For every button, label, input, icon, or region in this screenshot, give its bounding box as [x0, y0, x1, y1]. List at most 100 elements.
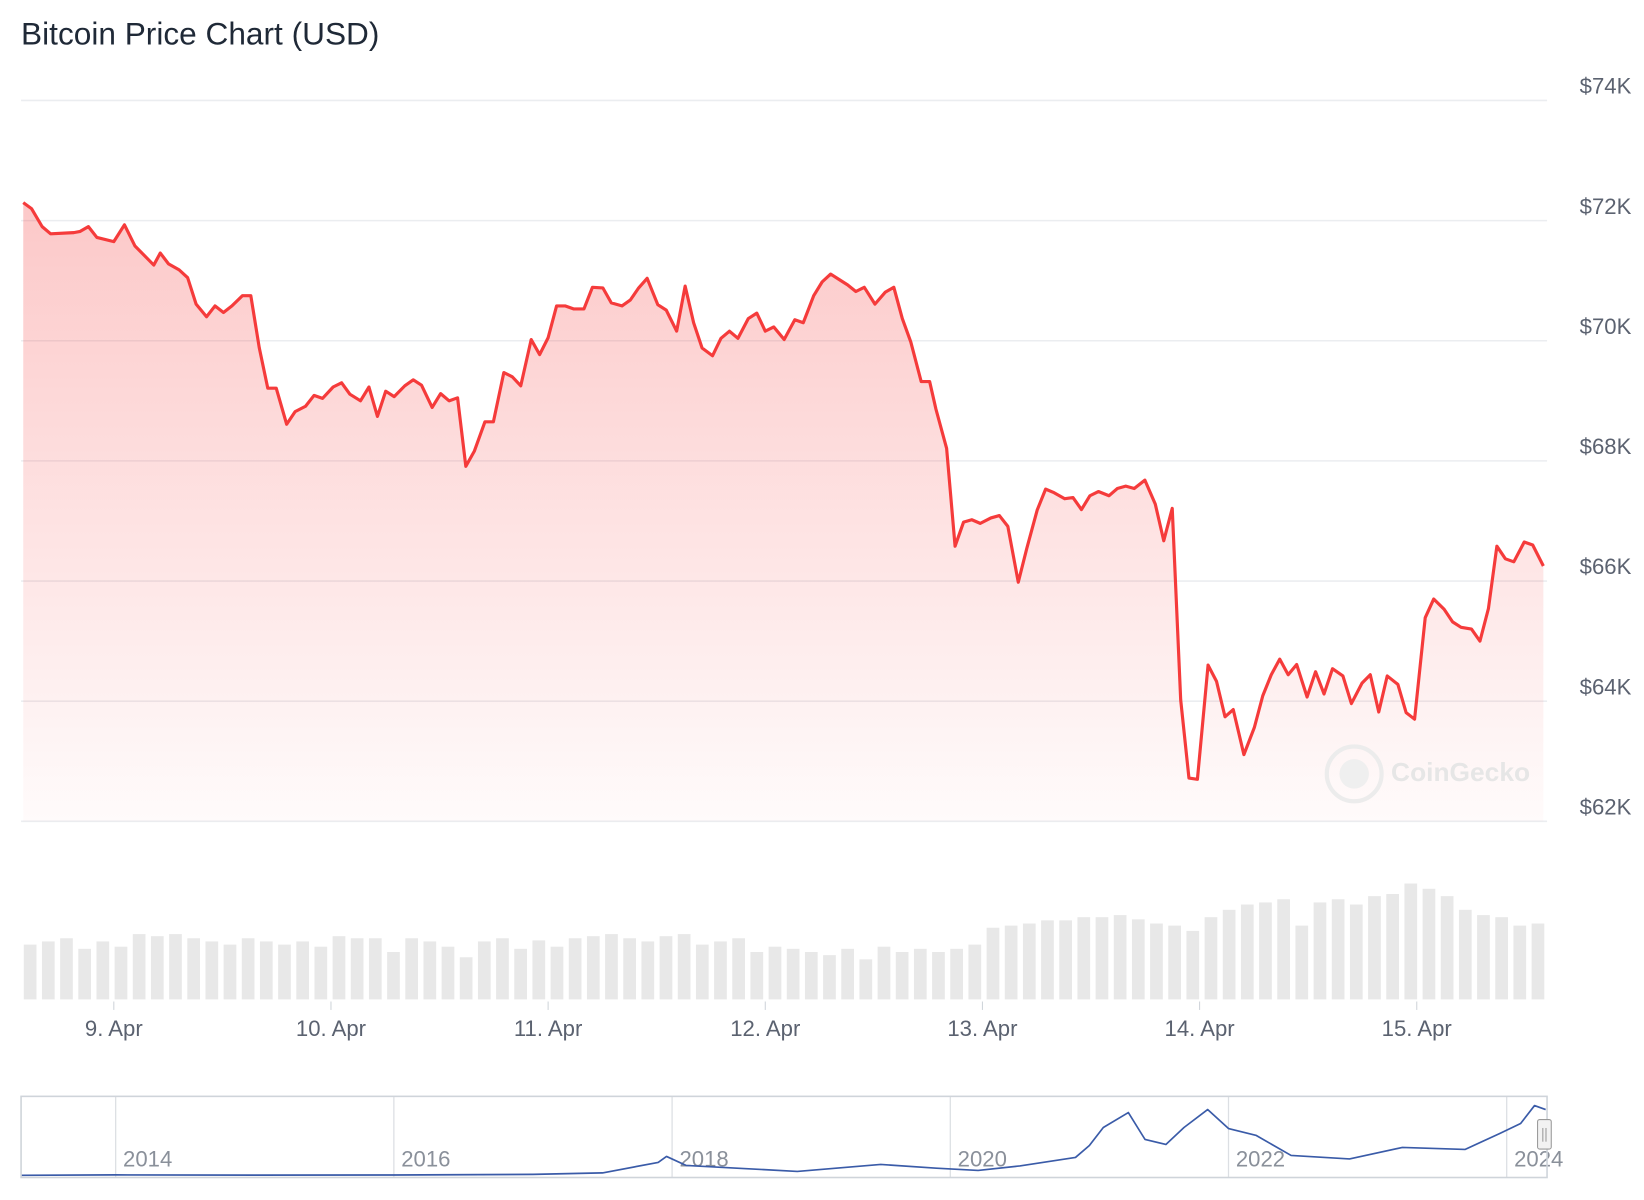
- volume-bar: [459, 957, 473, 1000]
- navigator-tick-label: 2024: [1514, 1146, 1563, 1171]
- volume-bar: [514, 948, 528, 1000]
- volume-bar: [350, 938, 364, 1000]
- y-tick-label: $72K: [1580, 194, 1632, 219]
- volume-bar: [241, 938, 255, 1000]
- volume-bar: [259, 941, 273, 1000]
- volume-bar: [23, 944, 37, 1000]
- price-line: [22, 201, 1545, 781]
- navigator-tick-label: 2020: [958, 1146, 1007, 1171]
- volume-bar: [278, 944, 291, 1000]
- volume-bar: [1095, 917, 1109, 1000]
- volume-bar: [1295, 925, 1309, 1000]
- volume-bar: [623, 938, 637, 1000]
- volume-bar: [677, 934, 691, 1000]
- volume-bar: [1131, 919, 1145, 1000]
- volume-bar: [804, 951, 818, 1000]
- volume-bar: [1022, 923, 1036, 1000]
- volume-bar: [1477, 915, 1490, 1000]
- volume-bar: [877, 946, 891, 1000]
- volume-bar: [150, 936, 164, 1000]
- navigator-tick-label: 2014: [123, 1146, 172, 1171]
- volume-bar: [1313, 902, 1327, 1000]
- volume-bar: [1331, 899, 1345, 1000]
- volume-bar: [296, 941, 310, 1000]
- volume-bar: [895, 951, 909, 1000]
- x-tick-label: 15. Apr: [1382, 1016, 1452, 1041]
- x-tick-label: 13. Apr: [947, 1016, 1017, 1041]
- volume-bar: [223, 944, 237, 1000]
- volume-bar: [1041, 920, 1054, 1000]
- volume-bar: [96, 941, 110, 1000]
- volume-bar: [332, 936, 346, 1000]
- y-tick-label: $68K: [1580, 434, 1632, 459]
- volume-bar: [1059, 920, 1072, 1000]
- volume-bar: [1349, 904, 1363, 1000]
- watermark: CoinGecko: [1324, 744, 1530, 804]
- price-area: [23, 202, 1544, 822]
- navigator-tick-label: 2022: [1236, 1146, 1285, 1171]
- volume-bar: [586, 936, 600, 1000]
- volume-bar: [1186, 930, 1200, 1000]
- watermark-logo-inner: [1339, 759, 1369, 789]
- watermark-logo: [1324, 744, 1384, 804]
- volume-bar: [1404, 883, 1418, 1000]
- volume-bar: [641, 941, 655, 1000]
- volume-bar: [132, 934, 146, 1000]
- volume-bar: [968, 944, 982, 1000]
- volume-bar: [1204, 917, 1218, 1000]
- y-tick-label: $66K: [1580, 554, 1632, 579]
- volume-bar: [423, 941, 437, 1000]
- volume-bar: [387, 951, 400, 1000]
- volume-bar: [1458, 909, 1472, 1000]
- x-tick-label: 11. Apr: [514, 1016, 582, 1041]
- volume-bar: [1440, 896, 1454, 1000]
- volume-bar: [659, 936, 673, 1000]
- volume-bar: [605, 934, 618, 1000]
- volume-bar: [114, 946, 128, 1000]
- volume-bar: [714, 941, 727, 1000]
- volume-bar: [950, 948, 963, 1000]
- volume-bar: [187, 938, 201, 1000]
- watermark-text: CoinGecko: [1391, 757, 1530, 787]
- volume-bar: [169, 934, 182, 1000]
- volume-bar: [78, 948, 92, 1000]
- x-tick-label: 10. Apr: [296, 1016, 366, 1041]
- volume-bar: [405, 938, 419, 1000]
- volume-bar: [695, 944, 709, 1000]
- volume-bar: [1422, 888, 1436, 1000]
- volume-bar: [314, 946, 328, 1000]
- y-tick-label: $62K: [1580, 795, 1632, 820]
- y-tick-label: $74K: [1580, 74, 1632, 99]
- volume-bar: [1495, 917, 1508, 1000]
- navigator-line: [21, 1104, 1546, 1177]
- navigator-tick-label: 2016: [401, 1146, 450, 1171]
- volume-bar: [823, 955, 836, 1000]
- volume-bar: [841, 948, 855, 1000]
- volume-bar: [732, 938, 746, 1000]
- x-tick-label: 14. Apr: [1165, 1016, 1235, 1041]
- y-tick-label: $64K: [1580, 674, 1632, 699]
- volume-bar: [1077, 917, 1091, 1000]
- volume-bar: [1150, 923, 1163, 1000]
- x-tick-label: 12. Apr: [730, 1016, 800, 1041]
- volume-bar: [1513, 925, 1527, 1000]
- volume-bar: [41, 941, 55, 1000]
- volume-bar: [986, 927, 1000, 1000]
- volume-bar: [1259, 902, 1272, 1000]
- volume-bar: [1113, 915, 1127, 1000]
- volume-bar: [1240, 904, 1254, 1000]
- navigator-handle[interactable]: [1537, 1119, 1552, 1150]
- volume-bar: [859, 959, 873, 1000]
- volume-bar: [60, 938, 73, 1000]
- volume-bar: [550, 946, 564, 1000]
- volume-bar: [477, 941, 491, 1000]
- volume-bar: [441, 946, 455, 1000]
- volume-bar: [768, 946, 782, 1000]
- x-tick-label: 9. Apr: [85, 1016, 143, 1041]
- volume-bar: [496, 938, 509, 1000]
- y-tick-label: $70K: [1580, 314, 1632, 339]
- volume-bar: [1168, 925, 1181, 1000]
- volume-bar: [532, 940, 546, 1000]
- volume-bar: [205, 941, 219, 1000]
